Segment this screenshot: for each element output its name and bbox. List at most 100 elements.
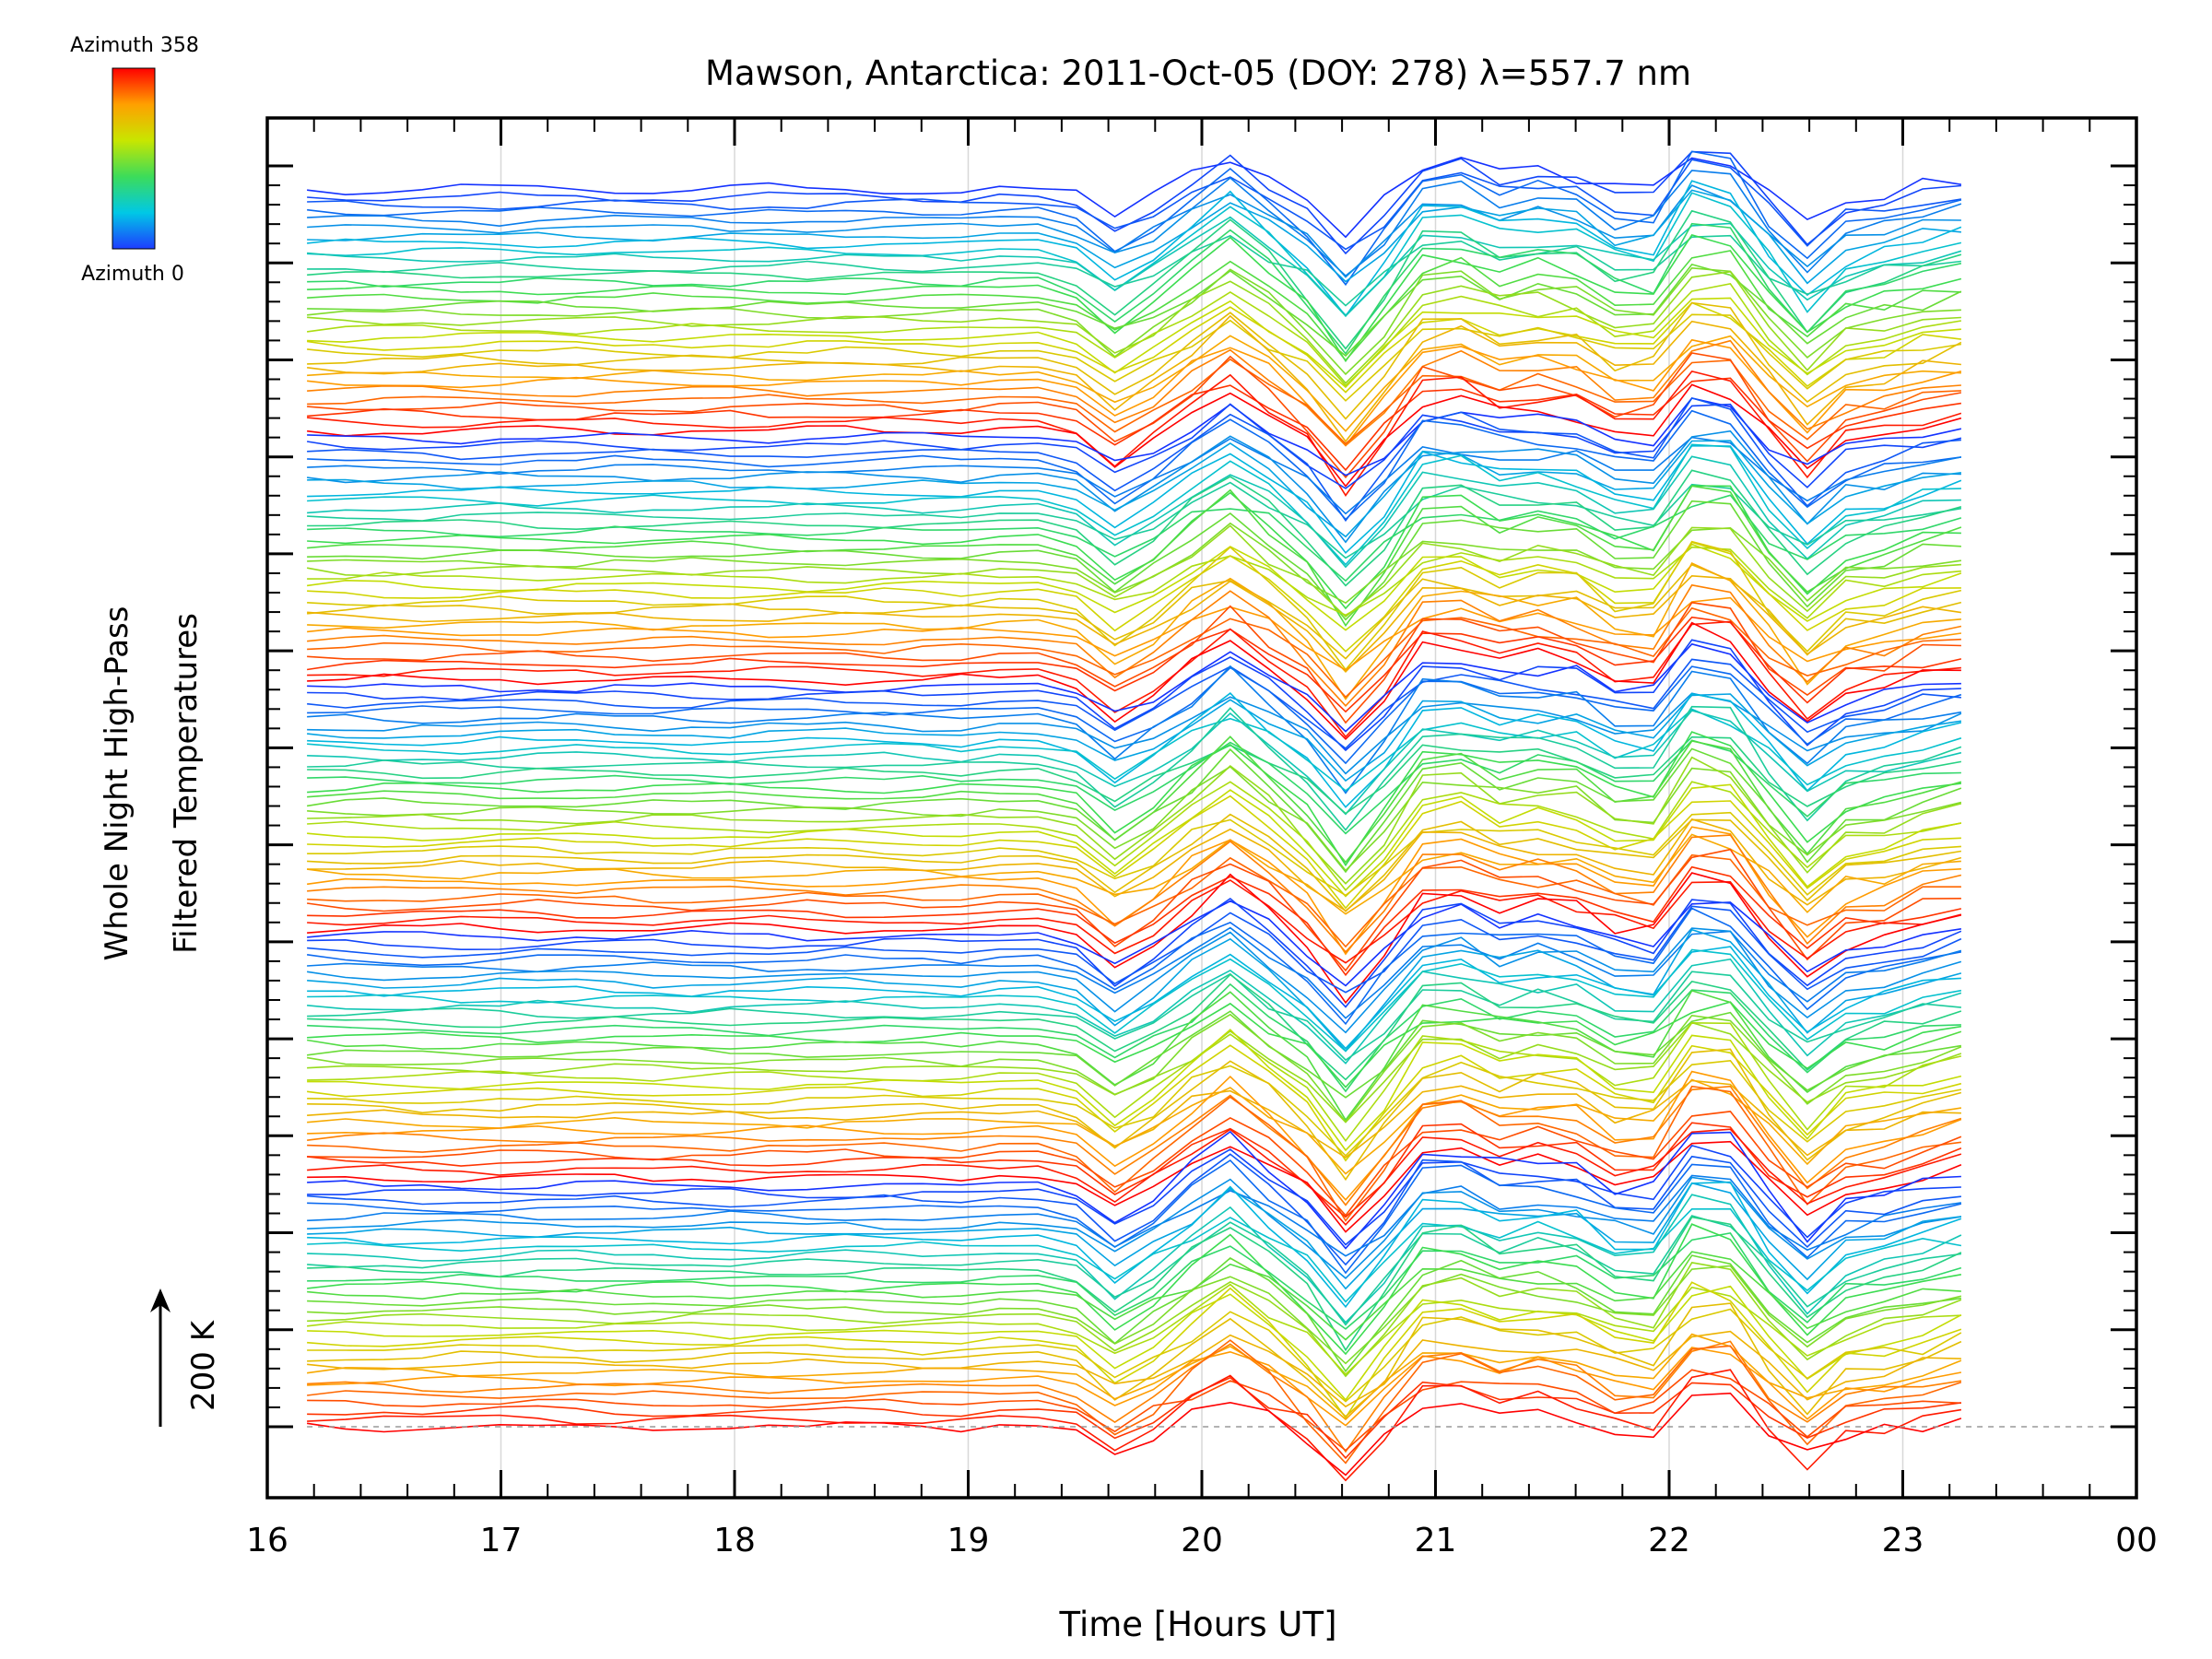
x-tick-label: 20 <box>1181 1522 1223 1559</box>
series-line-117 <box>306 1044 1962 1162</box>
series-line-7 <box>307 189 1961 285</box>
series-line-13 <box>307 222 1962 356</box>
series-line-34 <box>306 403 1962 489</box>
series-line-32 <box>307 383 1962 488</box>
series-line-37 <box>307 436 1962 515</box>
series-line-53 <box>307 541 1961 653</box>
series-line-122 <box>307 1070 1962 1202</box>
series-line-64 <box>307 621 1961 741</box>
series-line-10 <box>307 216 1962 317</box>
series-line-35 <box>307 396 1961 523</box>
series-line-33 <box>307 397 1962 477</box>
series-line-96 <box>307 872 1962 1005</box>
colorbar-bottom-label: Azimuth 0 <box>81 263 184 286</box>
series-line-75 <box>307 705 1962 831</box>
series-line-68 <box>307 665 1962 765</box>
x-tick-label: 18 <box>713 1522 756 1559</box>
series-line-28 <box>307 358 1961 445</box>
series-line-155 <box>307 1340 1962 1453</box>
series-line-97 <box>307 900 1962 987</box>
series-line-126 <box>307 1122 1962 1218</box>
series-line-114 <box>307 1021 1962 1124</box>
series-line-15 <box>307 250 1961 362</box>
series-line-92 <box>307 853 1961 948</box>
series-line-8 <box>307 180 1962 318</box>
series-line-39 <box>307 440 1962 538</box>
series-line-119 <box>307 1048 1962 1182</box>
series-line-151 <box>307 1302 1962 1418</box>
colorbar-top-label: Azimuth 358 <box>70 34 199 57</box>
series-line-109 <box>307 982 1961 1093</box>
series-line-148 <box>307 1285 1962 1402</box>
x-tick-label: 21 <box>1415 1522 1457 1559</box>
series-line-94 <box>307 865 1962 977</box>
series-line-127 <box>307 1128 1962 1226</box>
series-line-3 <box>307 159 1962 251</box>
x-axis-label: Time [Hours UT] <box>1058 1605 1336 1644</box>
series-line-83 <box>307 781 1962 892</box>
x-tick-label: 19 <box>947 1522 990 1559</box>
series-line-5 <box>307 170 1962 277</box>
series-line-29 <box>307 352 1962 479</box>
series-line-70 <box>307 692 1962 775</box>
series-line-17 <box>307 266 1961 376</box>
series-line-106 <box>307 958 1962 1065</box>
series-line-136 <box>307 1181 1962 1309</box>
series-line-38 <box>306 429 1961 544</box>
series-line-130 <box>307 1144 1961 1246</box>
series-line-150 <box>307 1308 1962 1403</box>
series-line-19 <box>306 283 1962 387</box>
series-line-57 <box>307 562 1961 700</box>
series-line-146 <box>307 1262 1962 1378</box>
series-line-58 <box>307 596 1962 672</box>
series-line-133 <box>307 1174 1962 1257</box>
y-axis-label: Whole Night High-Pass Filtered Temperatu… <box>99 606 205 961</box>
series-line-41 <box>307 443 1961 566</box>
series-line-149 <box>307 1281 1962 1419</box>
series-line-79 <box>307 735 1962 864</box>
series-line-138 <box>307 1194 1962 1324</box>
series-line-103 <box>307 928 1962 1053</box>
series-line-22 <box>307 313 1962 402</box>
series-line-141 <box>307 1232 1962 1330</box>
series-line-2 <box>307 150 1961 255</box>
scale-indicator: 200 K <box>150 1288 222 1427</box>
series-line-11 <box>307 234 1961 307</box>
series-line-49 <box>307 522 1962 605</box>
series-line-6 <box>307 184 1961 278</box>
series-line-156 <box>307 1339 1962 1465</box>
y-axis-label-line-1: Whole Night High-Pass <box>99 606 135 961</box>
series-line-27 <box>307 339 1961 447</box>
series-line-145 <box>307 1265 1962 1365</box>
series-line-18 <box>307 270 1961 384</box>
up-arrow-icon <box>150 1288 171 1312</box>
series-line-134 <box>307 1176 1962 1279</box>
series-line-77 <box>307 739 1961 835</box>
series-line-85 <box>307 794 1961 910</box>
series-line-120 <box>307 1079 1961 1159</box>
series-line-60 <box>307 606 1961 699</box>
series-line-67 <box>307 658 1961 750</box>
series-line-30 <box>307 377 1962 472</box>
series-line-14 <box>307 233 1962 363</box>
series-line-116 <box>307 1029 1962 1152</box>
series-line-147 <box>307 1283 1961 1376</box>
series-line-62 <box>306 616 1962 713</box>
series-line-59 <box>307 583 1962 707</box>
series-line-137 <box>307 1207 1962 1303</box>
series-line-105 <box>307 948 1962 1053</box>
axes: 16 17 18 19 20 21 22 23 00 <box>246 116 2158 1559</box>
series-line-86 <box>307 811 1961 897</box>
series-line-65 <box>307 642 1961 733</box>
series-line-84 <box>307 783 1962 898</box>
series-line-125 <box>307 1111 1962 1217</box>
colorbar <box>112 67 156 250</box>
series-line-107 <box>307 971 1961 1062</box>
series-line-47 <box>307 485 1962 628</box>
series-line-131 <box>307 1153 1961 1266</box>
series-line-118 <box>307 1059 1962 1158</box>
series-line-61 <box>307 601 1961 724</box>
series-line-111 <box>306 989 1962 1122</box>
series-line-159 <box>307 1369 1962 1482</box>
